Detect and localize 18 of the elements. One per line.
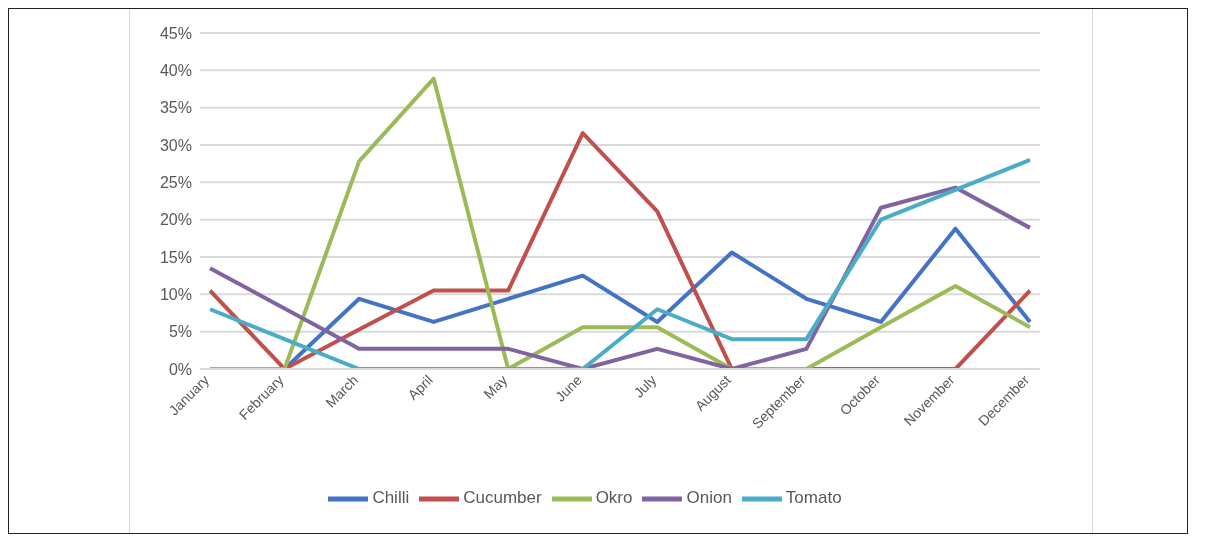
y-tick-label: 30% — [159, 136, 192, 154]
legend-label: Okro — [595, 488, 633, 508]
y-tick-label: 40% — [159, 62, 192, 80]
x-tick-label: July — [630, 371, 660, 401]
y-tick-label: 45% — [159, 24, 192, 42]
legend-label: Tomato — [785, 488, 842, 508]
legend-label: Chilli — [372, 488, 410, 508]
y-tick-label: 15% — [159, 248, 192, 266]
y-tick-label: 35% — [159, 99, 192, 117]
legend-label: Onion — [686, 488, 732, 508]
y-tick-label: 10% — [159, 286, 192, 304]
legend-label: Cucumber — [463, 488, 542, 508]
line-series — [208, 76, 1032, 369]
y-tick-label: 5% — [168, 323, 192, 341]
x-tick-label: May — [480, 371, 511, 402]
y-tick-label: 0% — [168, 360, 192, 378]
y-tick-label: 20% — [159, 211, 192, 229]
y-tick-label: 25% — [159, 174, 192, 192]
